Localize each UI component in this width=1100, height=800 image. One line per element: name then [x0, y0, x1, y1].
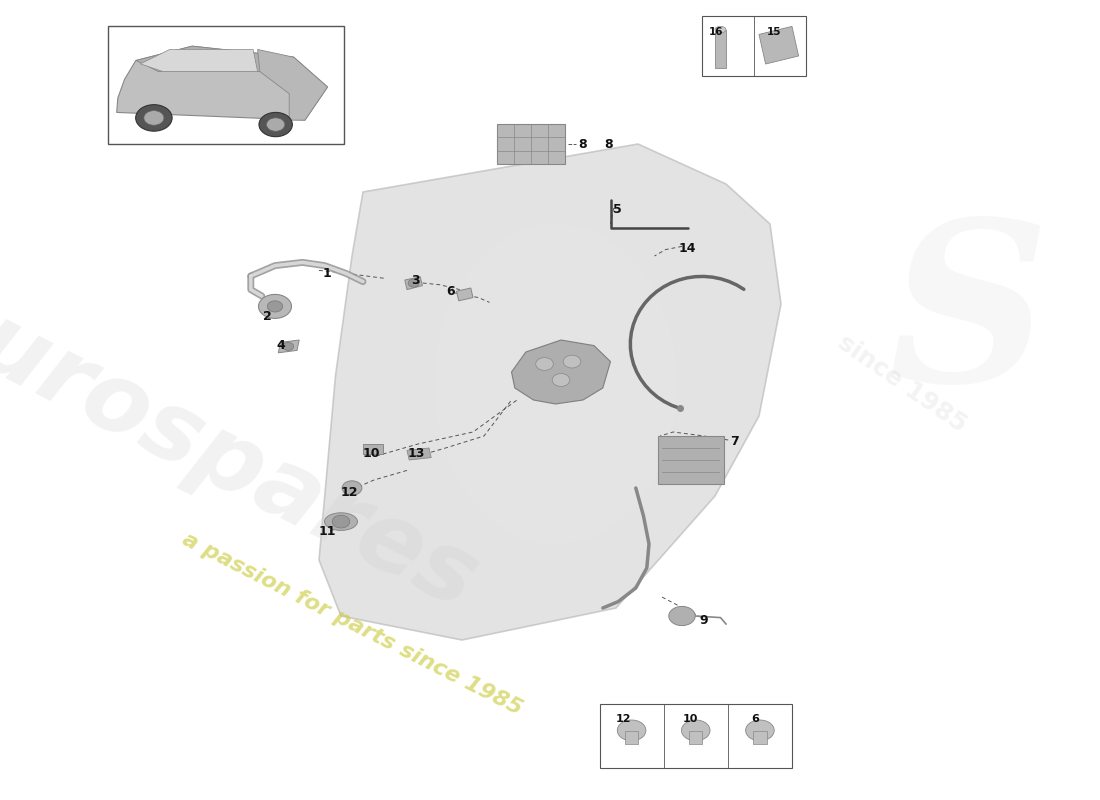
- Polygon shape: [456, 288, 473, 301]
- Bar: [715, 30, 726, 68]
- Text: 8: 8: [604, 138, 613, 150]
- Bar: [702, 16, 806, 76]
- Text: 11: 11: [319, 525, 337, 538]
- Circle shape: [342, 481, 362, 495]
- Text: 1: 1: [322, 267, 331, 280]
- Circle shape: [144, 110, 164, 126]
- Text: 4: 4: [276, 339, 285, 352]
- Circle shape: [258, 112, 293, 137]
- Bar: [600, 704, 792, 768]
- Circle shape: [408, 279, 419, 287]
- Circle shape: [552, 374, 570, 386]
- Text: 2: 2: [263, 310, 272, 322]
- Bar: [108, 26, 344, 144]
- Ellipse shape: [715, 26, 726, 33]
- Text: 7: 7: [730, 435, 739, 448]
- Circle shape: [563, 355, 581, 368]
- Circle shape: [536, 358, 553, 370]
- Polygon shape: [319, 144, 781, 640]
- Text: 10: 10: [683, 714, 698, 723]
- Bar: [754, 731, 767, 744]
- Bar: [689, 731, 703, 744]
- Text: since 1985: since 1985: [833, 330, 971, 438]
- Polygon shape: [512, 340, 610, 404]
- Polygon shape: [141, 50, 257, 71]
- Text: eurospares: eurospares: [0, 267, 493, 629]
- Circle shape: [332, 515, 350, 528]
- Text: 12: 12: [341, 486, 359, 498]
- Circle shape: [746, 720, 774, 741]
- Text: 13: 13: [407, 447, 425, 460]
- Polygon shape: [278, 340, 299, 353]
- Polygon shape: [407, 448, 431, 460]
- Circle shape: [682, 720, 711, 741]
- Text: 3: 3: [411, 274, 420, 286]
- Polygon shape: [117, 46, 328, 120]
- Polygon shape: [257, 50, 328, 120]
- Text: 16: 16: [708, 27, 723, 37]
- Text: 10: 10: [363, 447, 381, 460]
- Text: 8: 8: [579, 138, 587, 150]
- Text: 15: 15: [767, 27, 781, 37]
- Text: 5: 5: [613, 203, 621, 216]
- Text: a passion for parts since 1985: a passion for parts since 1985: [179, 529, 525, 719]
- Text: 6: 6: [447, 285, 455, 298]
- Circle shape: [267, 301, 283, 312]
- Circle shape: [617, 720, 646, 741]
- Bar: [625, 731, 638, 744]
- Circle shape: [135, 105, 172, 131]
- Polygon shape: [405, 277, 422, 290]
- Text: 14: 14: [679, 242, 696, 254]
- Polygon shape: [759, 26, 799, 64]
- Circle shape: [669, 606, 695, 626]
- Text: 12: 12: [616, 714, 631, 723]
- Text: 6: 6: [751, 714, 759, 723]
- Circle shape: [258, 294, 292, 318]
- Ellipse shape: [434, 224, 676, 544]
- Polygon shape: [136, 46, 294, 71]
- Circle shape: [283, 342, 294, 350]
- Bar: [658, 436, 724, 484]
- Text: 9: 9: [700, 614, 708, 627]
- Bar: [497, 124, 565, 164]
- Text: S: S: [888, 212, 1048, 428]
- Ellipse shape: [324, 513, 358, 530]
- Polygon shape: [363, 444, 383, 454]
- Circle shape: [266, 118, 285, 131]
